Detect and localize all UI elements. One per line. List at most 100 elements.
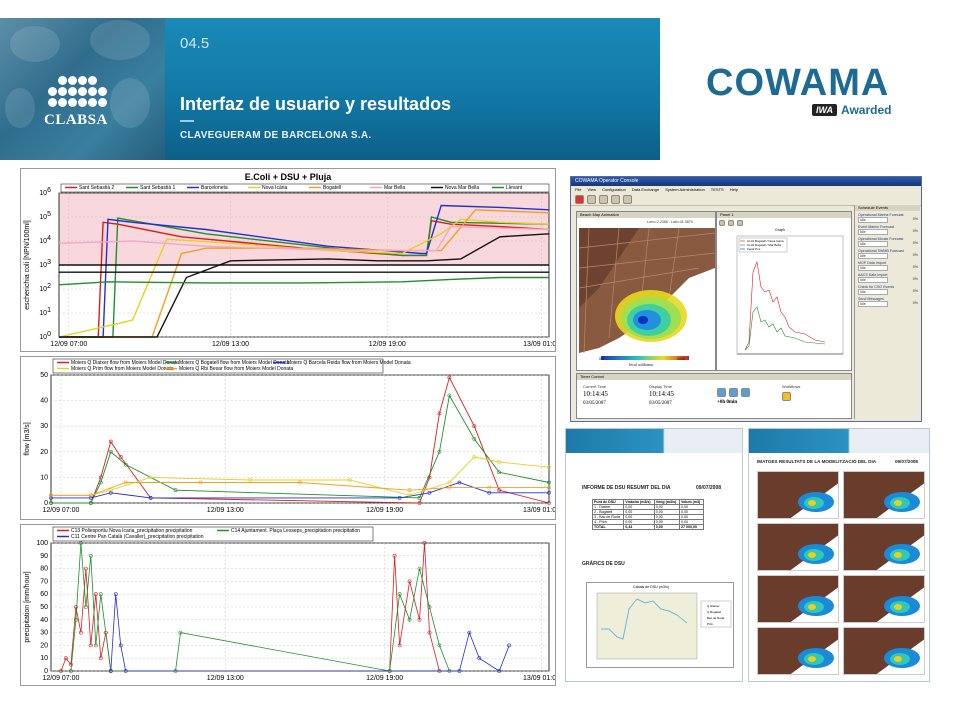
toolbar-button[interactable] bbox=[575, 194, 584, 204]
toolbar-button[interactable] bbox=[737, 220, 743, 226]
console-title-bar: COWAMA Operator Console bbox=[571, 177, 921, 186]
legend-box bbox=[52, 526, 374, 542]
data-point bbox=[487, 485, 492, 490]
legend-label: Barceloneta bbox=[201, 185, 228, 191]
y-tick-label: 10 bbox=[39, 262, 47, 269]
data-point bbox=[74, 605, 78, 609]
data-point bbox=[69, 669, 73, 673]
data-point bbox=[507, 643, 512, 648]
schedule-event-status: Idle 0% bbox=[855, 289, 920, 295]
display-time-value[interactable]: 10:14:45 bbox=[649, 390, 674, 398]
data-point bbox=[397, 643, 402, 648]
table-cell: 3 - Bac de Roda bbox=[591, 514, 625, 520]
clabsa-logo-text: CLABSA bbox=[44, 112, 108, 128]
tab-beach-map[interactable]: Beach Map Animation bbox=[577, 212, 715, 218]
tab-schedule-events[interactable]: Schedule Events bbox=[855, 205, 920, 211]
data-point bbox=[83, 605, 88, 609]
data-point bbox=[118, 643, 123, 648]
ecoli-chart: E.Coli + DSU + Pluja 10 0 10 1 10 2 10 3 10 4 10 5 10… bbox=[20, 168, 556, 352]
clabsa-logo-icon bbox=[48, 76, 107, 110]
data-point bbox=[417, 617, 422, 622]
plume-thumbnail[interactable] bbox=[843, 575, 925, 623]
plume-thumbnail[interactable] bbox=[843, 471, 925, 519]
toolbar-button[interactable] bbox=[719, 220, 725, 226]
report-header bbox=[566, 429, 742, 453]
toolbar-button[interactable] bbox=[587, 194, 596, 204]
schedule-event-name: AACS Data Import bbox=[858, 273, 888, 277]
tab-panel-1[interactable]: Panel 1 bbox=[717, 212, 851, 218]
chart-title: E.Coli + DSU + Pluja bbox=[245, 172, 333, 182]
plume-map[interactable] bbox=[579, 228, 715, 366]
panel-legend-item: CL01 Bogatell / Nova Icaria bbox=[747, 239, 784, 243]
display-date-value[interactable]: 03/05/2007 bbox=[649, 401, 672, 406]
map-pane: Beach Map Animation Lonx=2.2366 : Latx=4… bbox=[576, 211, 716, 371]
menu-item[interactable]: View bbox=[587, 187, 597, 192]
threshold-band bbox=[59, 193, 549, 265]
data-point bbox=[392, 553, 397, 558]
toolbar-button[interactable] bbox=[623, 194, 632, 204]
refresh-icon[interactable] bbox=[717, 388, 726, 397]
menu-item[interactable]: Configuration bbox=[602, 187, 626, 192]
data-point bbox=[447, 375, 452, 380]
data-point bbox=[108, 488, 113, 493]
x-tick-label: 12/09 19:00 bbox=[369, 341, 406, 348]
logo-dot bbox=[48, 87, 57, 96]
data-point bbox=[497, 470, 502, 475]
plume-thumbnail[interactable] bbox=[757, 627, 839, 675]
data-point bbox=[472, 455, 477, 459]
dsu-report-page: INFORME DE DSU RESUMIT DEL DIA 09/07/200… bbox=[565, 428, 743, 682]
y-tick-label: 40 bbox=[40, 398, 48, 405]
plume-thumbnail[interactable] bbox=[757, 523, 839, 571]
tab-timer-control[interactable]: Timer Control bbox=[577, 374, 851, 380]
menu-item[interactable]: Help bbox=[729, 187, 738, 192]
plume-thumbnail[interactable] bbox=[843, 627, 925, 675]
data-point bbox=[64, 656, 68, 661]
status-value: Idle bbox=[858, 289, 888, 295]
data-point bbox=[427, 630, 432, 635]
y-tick-label: 40 bbox=[40, 617, 48, 624]
table-cell: Volum (m3) bbox=[678, 499, 705, 505]
logo-dot bbox=[58, 98, 67, 107]
plume-thumbnail[interactable] bbox=[843, 523, 925, 571]
y-tick-label: 10 bbox=[40, 655, 48, 662]
data-point bbox=[487, 490, 492, 495]
table-cell: 27 000,00 bbox=[678, 524, 705, 530]
menu-item[interactable]: System Administration bbox=[665, 187, 705, 192]
workflows-label: Workflows bbox=[782, 384, 801, 389]
timer-control-pane: Timer Control Current Time 10:14:45 03/0… bbox=[576, 373, 852, 419]
report-date: 09/07/2008 bbox=[696, 485, 722, 491]
series-line bbox=[59, 204, 550, 338]
legend-label: Mar Bella bbox=[384, 185, 405, 191]
y-tick-label: 0 bbox=[44, 500, 48, 507]
toolbar-button[interactable] bbox=[611, 194, 620, 204]
menu-item[interactable]: TESTS bbox=[710, 187, 724, 192]
toolbar-button[interactable] bbox=[728, 220, 734, 226]
legend-label: C13 Poliesportiu Nova Icaria_precipitati… bbox=[71, 528, 193, 534]
x-tick-label: 12/09 07:00 bbox=[42, 507, 79, 514]
data-point bbox=[298, 480, 302, 485]
progress-value: 0% bbox=[912, 265, 918, 269]
y-tick-label: 10 bbox=[39, 286, 47, 293]
data-point bbox=[477, 656, 482, 661]
forward-icon[interactable] bbox=[741, 388, 750, 397]
data-point bbox=[88, 493, 93, 498]
plume-thumbnail[interactable] bbox=[757, 575, 839, 623]
flow-chart: 0 10 20 30 40 50 12/09 07:00 12/09 13:00 12/09 1… bbox=[20, 356, 556, 520]
menu-item[interactable]: File bbox=[575, 187, 582, 192]
iwa-logo: IWA bbox=[812, 104, 837, 116]
precipitation-chart: 0 10 20 30 40 50 60 70 80 90 100 12/09 07:00 12/09 1… bbox=[20, 524, 556, 686]
status-value: Idle bbox=[858, 253, 888, 259]
logo-dot bbox=[88, 98, 97, 107]
back-icon[interactable] bbox=[729, 388, 738, 397]
data-point bbox=[118, 455, 123, 459]
toolbar-button[interactable] bbox=[599, 194, 608, 204]
workflow-icon[interactable] bbox=[782, 392, 791, 401]
plume-thumbnail[interactable] bbox=[757, 471, 839, 519]
menu-item[interactable]: Data Exchange bbox=[631, 187, 660, 192]
data-point bbox=[93, 643, 98, 648]
schedule-event-status: Idle 0% bbox=[855, 301, 920, 307]
y-tick-label: 10 bbox=[40, 474, 48, 481]
table-cell: 0,44 bbox=[623, 524, 655, 530]
progress-value: 0% bbox=[912, 277, 918, 281]
precipitation-chart-svg: 0 10 20 30 40 50 60 70 80 90 100 12/09 07:00 12/09 1… bbox=[24, 526, 555, 682]
